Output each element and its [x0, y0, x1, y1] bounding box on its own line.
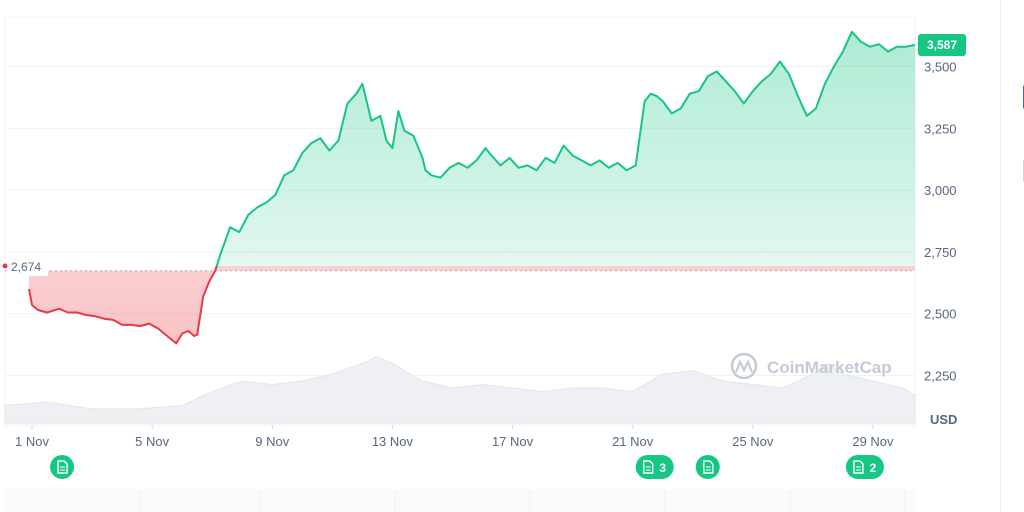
volume-area	[4, 355, 916, 424]
price-area	[29, 31, 915, 344]
y-tick-label: 2,500	[924, 307, 957, 322]
coinmarketcap-logo-icon	[730, 352, 758, 380]
y-tick-label: 3,500	[924, 59, 957, 74]
x-axis: 1 Nov 5 Nov 9 Nov 13 Nov 17 Nov 21 Nov 25 Nov 2…	[15, 425, 894, 449]
x-tick-label: 21 Nov	[612, 434, 654, 449]
volume-shape	[4, 355, 916, 424]
y-tick-label: 2,250	[924, 369, 957, 384]
event-count: 2	[870, 461, 877, 475]
line-below-baseline	[28, 266, 218, 345]
document-icon	[643, 460, 654, 474]
watermark-text: CoinMarketCap	[767, 358, 892, 377]
current-price-text: 3,587	[927, 38, 957, 52]
event-count: 3	[659, 461, 666, 475]
x-tick-label: 17 Nov	[492, 434, 534, 449]
x-tick-label: 9 Nov	[255, 434, 289, 449]
current-price-badge	[918, 33, 966, 56]
event-marker[interactable]	[695, 455, 720, 479]
baseline-label-bg	[8, 258, 48, 276]
area-below-baseline	[29, 266, 915, 344]
coinmarketcap-logo-mark	[734, 359, 754, 373]
baseline-label: 2,674	[11, 260, 41, 274]
price-line	[28, 30, 916, 345]
x-tick-label: 25 Nov	[732, 434, 774, 449]
price-chart-svg[interactable]: 2,674 2,250 2,500 2,750 3,000 3,250 3,500 USD…	[0, 0, 1000, 512]
current-price-label: 3,587	[918, 33, 966, 56]
navigator-lines	[139, 490, 906, 512]
y-tick-label: 3,000	[924, 183, 957, 198]
x-tick-label: 1 Nov	[15, 434, 49, 449]
watermark: CoinMarketCap	[730, 352, 892, 380]
baseline-marker	[2, 263, 8, 269]
y-tick-label: 3,250	[924, 121, 957, 136]
event-marker-badge[interactable]	[845, 455, 884, 479]
event-marker[interactable]: 3	[635, 455, 674, 479]
y-axis-unit: USD	[930, 412, 957, 427]
y-tick-label: 2,750	[924, 245, 957, 260]
side-panel	[1000, 0, 1024, 512]
event-marker[interactable]	[50, 455, 75, 479]
x-tick-label: 5 Nov	[135, 434, 169, 449]
navigator-strip[interactable]	[5, 489, 915, 512]
x-tick-label: 29 Nov	[852, 434, 894, 449]
event-marker-badge[interactable]	[635, 455, 674, 479]
event-marker[interactable]: 2	[845, 455, 884, 479]
document-icon	[853, 460, 864, 474]
y-axis: 2,250 2,500 2,750 3,000 3,250 3,500	[924, 59, 957, 383]
document-icon	[703, 460, 714, 474]
line-above-baseline	[215, 30, 916, 266]
document-icon	[57, 460, 68, 474]
x-tick-label: 13 Nov	[372, 434, 414, 449]
